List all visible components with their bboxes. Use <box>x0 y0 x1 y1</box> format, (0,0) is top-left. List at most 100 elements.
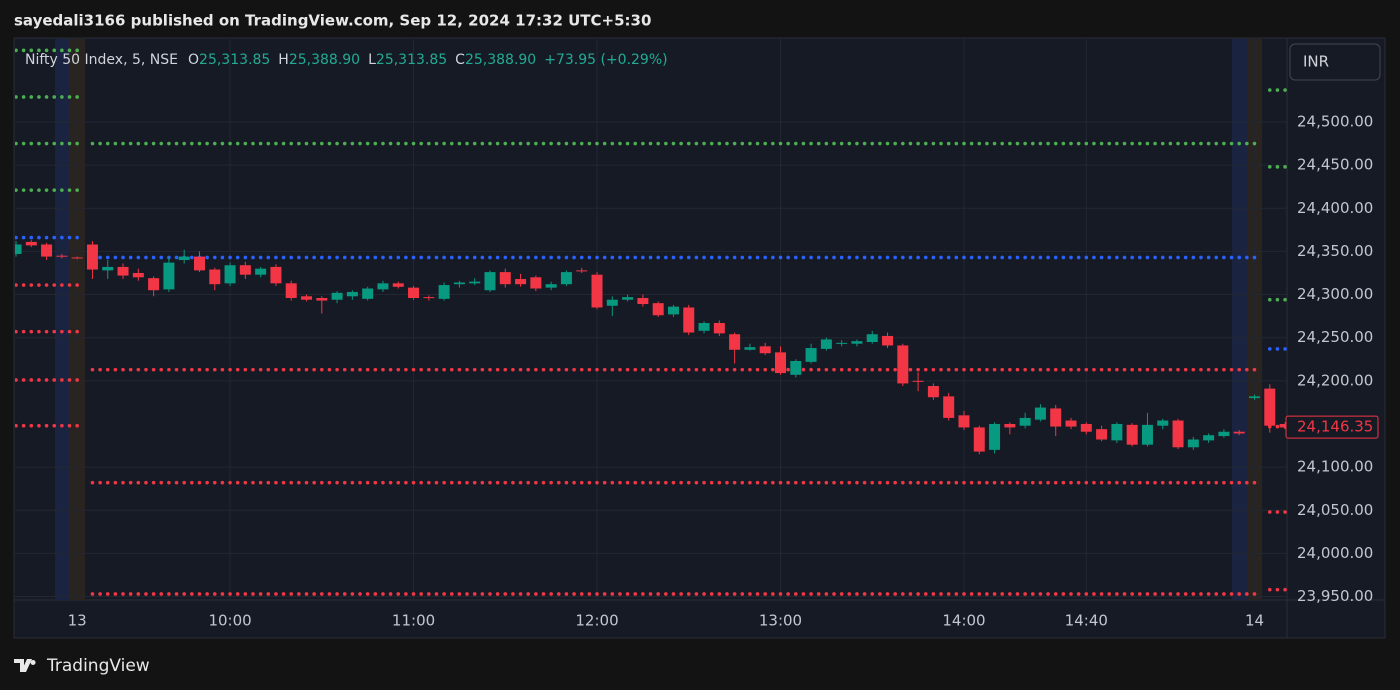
candle-body <box>591 274 603 308</box>
candle-body <box>484 272 496 291</box>
candle-body <box>362 288 374 299</box>
c-label: C <box>455 52 465 68</box>
o-value: 25,313.85 <box>199 52 270 68</box>
candle-body <box>102 266 114 271</box>
candle-body <box>499 272 511 285</box>
candle-body <box>209 269 221 285</box>
candle-body <box>301 296 313 300</box>
x-tick-label: 10:00 <box>208 612 251 630</box>
candle-body <box>1279 423 1287 428</box>
x-tick-label: 14:40 <box>1065 612 1108 630</box>
l-label: L <box>368 52 376 68</box>
candle-body <box>346 291 358 297</box>
session-break <box>1232 39 1247 600</box>
h-label: H <box>278 52 289 68</box>
last-price-label: 24,146.35 <box>1297 418 1373 436</box>
candles <box>15 240 1287 455</box>
brand-logo <box>14 659 36 672</box>
candle-body <box>866 334 878 343</box>
grid <box>15 39 1287 600</box>
currency-button-label[interactable]: INR <box>1303 53 1329 71</box>
session-break <box>55 39 70 600</box>
candle-body <box>545 284 557 288</box>
candle-body <box>15 244 22 254</box>
h-value: 25,388.90 <box>289 52 360 68</box>
candle-body <box>193 256 205 271</box>
y-tick-label: 24,500.00 <box>1297 112 1373 130</box>
candle-body <box>927 386 939 398</box>
candle-body <box>698 323 710 331</box>
candle-body <box>973 427 985 452</box>
candle-body <box>713 323 725 334</box>
candle-body <box>71 257 83 259</box>
candle-body <box>408 287 420 298</box>
candle-body <box>836 342 848 344</box>
candle-body <box>576 270 588 272</box>
y-tick-label: 24,050.00 <box>1297 501 1373 519</box>
candle-body <box>1187 439 1199 448</box>
candle-body <box>178 256 190 261</box>
y-tick-label: 23,950.00 <box>1297 587 1373 605</box>
candle-body <box>255 268 267 275</box>
candle-body <box>1019 417 1031 426</box>
candle-body <box>805 348 817 362</box>
x-tick-label: 12:00 <box>575 612 618 630</box>
y-tick-label: 24,100.00 <box>1297 458 1373 476</box>
candle-body <box>1203 435 1215 441</box>
candle-body <box>1065 420 1077 427</box>
candle-body <box>637 297 649 305</box>
candle-body <box>270 266 282 284</box>
candle-body <box>224 265 236 284</box>
candle-body <box>1157 420 1169 426</box>
legend-line: Nifty 50 Index, 5, NSE O25,313.85 H25,388.… <box>25 52 668 68</box>
candle-body <box>790 360 802 375</box>
candle-body <box>132 272 144 278</box>
candle-body <box>652 303 664 316</box>
candle-body <box>530 277 542 289</box>
candle-body <box>1172 420 1184 448</box>
change: +73.95 (+0.29%) <box>544 52 667 68</box>
candle-body <box>163 262 175 290</box>
x-tick-label: 14 <box>1245 612 1264 630</box>
candle-body <box>117 266 129 276</box>
brand-name: TradingView <box>46 656 150 676</box>
currency-button-box[interactable] <box>1289 43 1381 81</box>
candle-body <box>392 283 404 287</box>
candle-body <box>1233 431 1245 434</box>
candle-body <box>515 279 527 285</box>
candle-body <box>943 396 955 418</box>
candle-body <box>1264 388 1276 426</box>
x-tick-label: 13:00 <box>759 612 802 630</box>
candle-body <box>423 297 435 299</box>
candle-body <box>912 380 924 382</box>
candle-body <box>1248 396 1260 399</box>
y-tick-label: 24,450.00 <box>1297 156 1373 174</box>
l-value: 25,313.85 <box>376 52 447 68</box>
y-tick-label: 24,000.00 <box>1297 544 1373 562</box>
candle-body <box>606 299 618 306</box>
candle-body <box>438 285 450 299</box>
currency-button[interactable]: INR <box>1289 43 1381 81</box>
pivot-levels <box>15 48 1287 596</box>
candle-body <box>1141 424 1153 445</box>
candle-body <box>989 423 1001 450</box>
y-tick-label: 24,350.00 <box>1297 242 1373 260</box>
candle-body <box>667 306 679 315</box>
candle-body <box>56 255 68 257</box>
candle-body <box>897 345 909 384</box>
candle-body <box>775 352 786 374</box>
candle-body <box>1004 423 1016 428</box>
candle-body <box>148 278 160 291</box>
o-label: O <box>188 52 199 68</box>
x-tick-label: 11:00 <box>392 612 435 630</box>
candle-body <box>316 297 328 301</box>
candle-body <box>744 347 756 350</box>
footer: TradingView <box>14 656 150 676</box>
candle-body <box>958 415 970 428</box>
y-tick-label: 24,250.00 <box>1297 328 1373 346</box>
candle-body <box>683 307 695 333</box>
candle-body <box>331 292 343 300</box>
candle-body <box>622 297 634 300</box>
last-price-box <box>1285 415 1379 439</box>
